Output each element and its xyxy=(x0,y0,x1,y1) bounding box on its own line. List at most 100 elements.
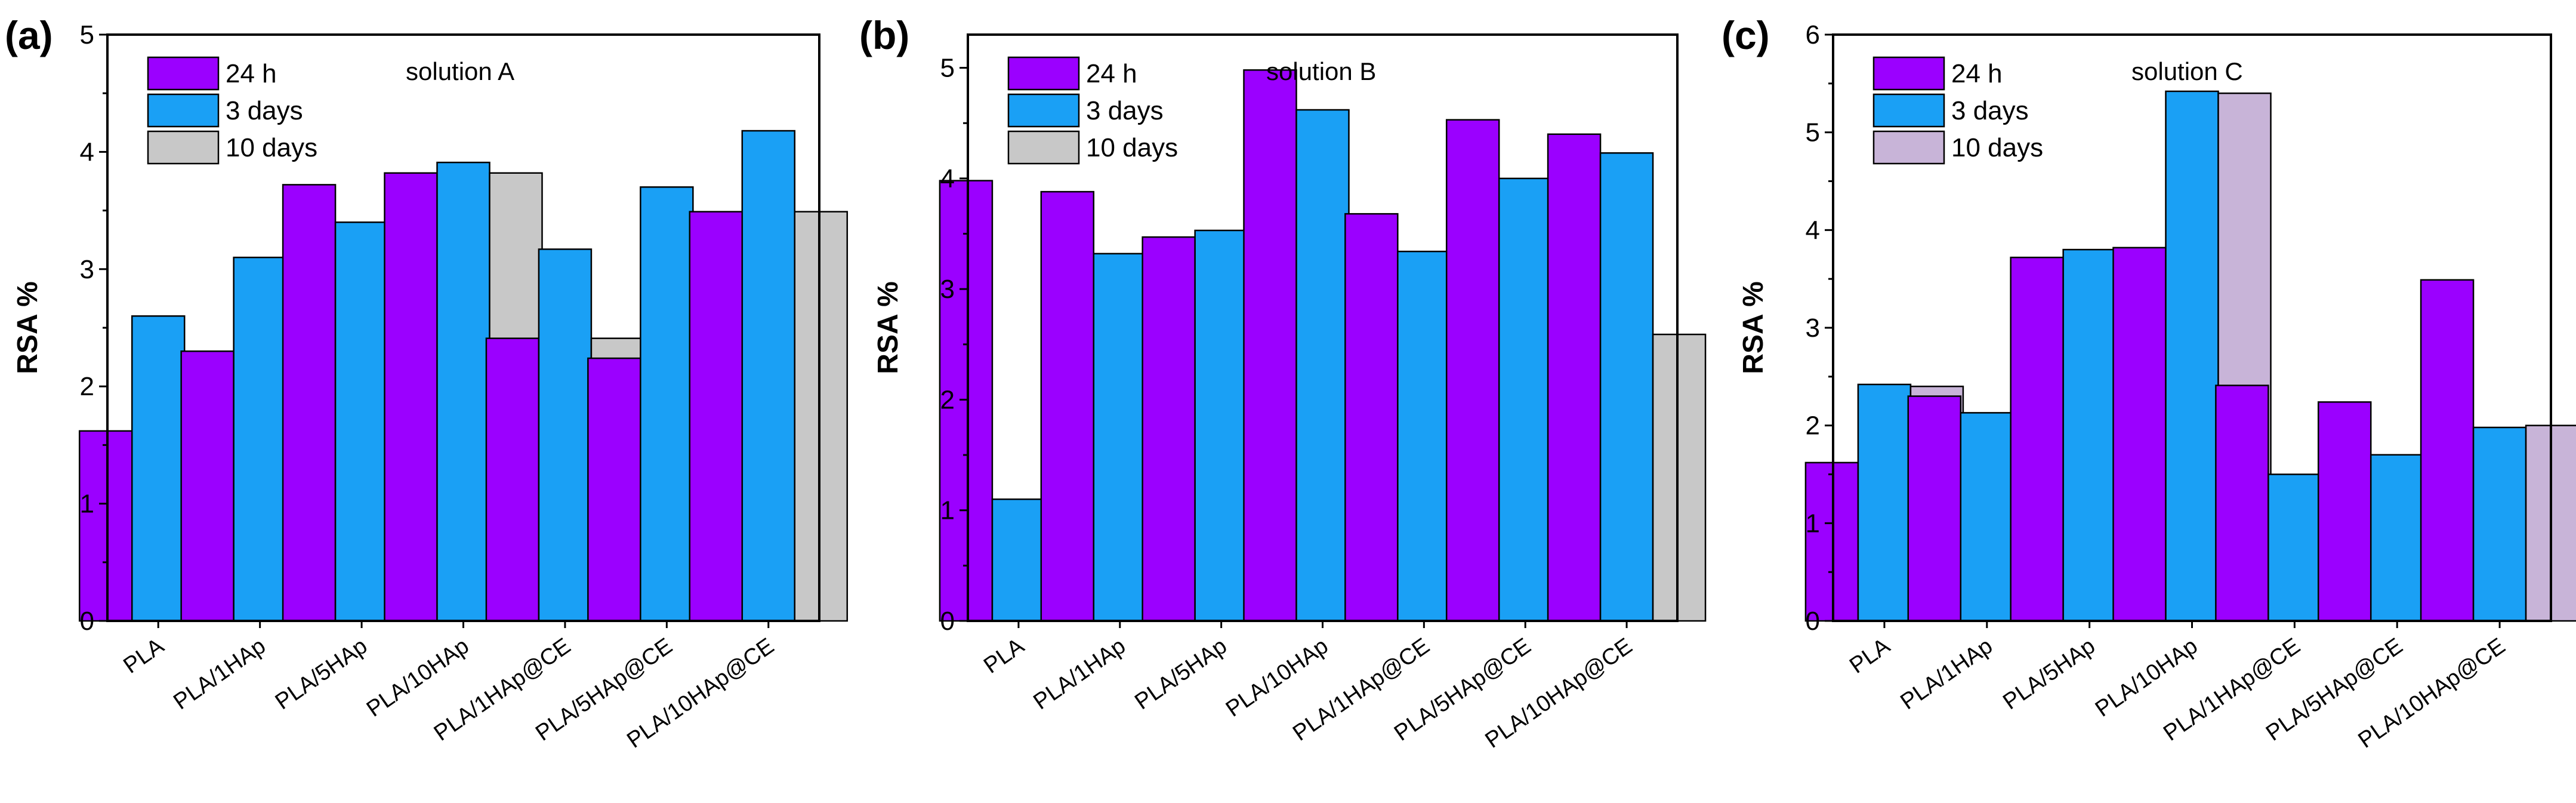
chart-panel-0: (a)RSA %PLA PLA/1HAp PLA/5HApPLA/10HApPLA/… xyxy=(5,13,849,753)
x-tick-label: PLA/5HAp xyxy=(1130,633,1231,715)
y-tick-label: 1 xyxy=(1806,509,1820,538)
y-tick-label: 6 xyxy=(1806,20,1820,50)
bar-24-h-0 xyxy=(78,430,133,622)
legend-swatch xyxy=(1007,130,1080,165)
panel-label: (b) xyxy=(859,13,909,57)
legend-label: 24 h xyxy=(1086,59,1137,88)
bar-3-days-4 xyxy=(2268,473,2322,622)
legend-swatch xyxy=(1872,130,1945,165)
bar-3-days-1 xyxy=(1960,412,2014,622)
legend-label: 3 days xyxy=(226,96,303,125)
plot-frame xyxy=(106,33,820,622)
bar-3-days-6 xyxy=(741,130,796,622)
x-tick-label: PLA/5HAp xyxy=(271,633,372,715)
bar-24-h-1 xyxy=(180,350,235,622)
y-tick-label: 4 xyxy=(940,164,955,193)
y-tick-label: 1 xyxy=(940,496,955,525)
solution-annotation: solution C xyxy=(2131,57,2243,85)
bar-24-h-4 xyxy=(485,337,540,622)
bar-24-h-3 xyxy=(384,172,438,622)
chart-panel-1: (b)RSA %PLA PLA/1HAp PLA/5HApPLA/10HApPLA/… xyxy=(859,13,1707,753)
y-tick-label: 3 xyxy=(940,275,955,304)
y-tick-label: 0 xyxy=(80,607,94,636)
y-tick-label: 2 xyxy=(940,385,955,414)
legend-swatch xyxy=(1007,56,1080,91)
panel-label: (c) xyxy=(1722,13,1770,57)
bar-24-h-0 xyxy=(939,180,994,622)
panel-label: (a) xyxy=(5,13,53,57)
y-tick-label: 4 xyxy=(1806,216,1820,245)
bar-3-days-0 xyxy=(1857,383,1912,622)
bar-3-days-1 xyxy=(233,256,287,622)
y-tick-label: 2 xyxy=(1806,411,1820,441)
bar-3-days-2 xyxy=(2062,248,2117,622)
bar-24-h-6 xyxy=(2420,279,2475,622)
y-tick-label: 0 xyxy=(940,607,955,636)
y-axis-title: RSA % xyxy=(12,281,44,374)
y-tick-label: 2 xyxy=(80,372,94,401)
bar-24-h-4 xyxy=(1344,213,1399,622)
bar-24-h-6 xyxy=(1547,133,1602,622)
bar-24-h-1 xyxy=(1907,395,1962,622)
bar-3-days-3 xyxy=(2165,90,2219,622)
y-tick-label: 5 xyxy=(1806,118,1820,147)
x-tick-label: PLA xyxy=(1845,633,1895,679)
legend-swatch xyxy=(1872,93,1945,128)
bar-24-h-0 xyxy=(1804,462,1859,622)
y-tick-label: 4 xyxy=(80,137,94,167)
x-tick-label: PLA/1HAp xyxy=(1029,633,1130,715)
bar-3-days-2 xyxy=(334,221,389,622)
y-tick-label: 3 xyxy=(1806,313,1820,343)
bar-24-h-3 xyxy=(2112,247,2167,622)
y-tick-label: 0 xyxy=(1806,607,1820,636)
legend-label: 10 days xyxy=(1951,133,2043,162)
bar-3-days-6 xyxy=(2472,426,2527,622)
bar-24-h-2 xyxy=(282,184,337,622)
bar-24-h-2 xyxy=(1142,236,1196,622)
y-tick-label: 3 xyxy=(80,255,94,284)
legend-label: 10 days xyxy=(1086,133,1178,162)
bar-3-days-5 xyxy=(2370,454,2424,622)
solution-annotation: solution A xyxy=(406,57,514,85)
bar-3-days-3 xyxy=(1295,109,1350,622)
legend-swatch xyxy=(1007,93,1080,128)
plot-frame xyxy=(967,33,1679,622)
plot-frame xyxy=(1832,33,2552,622)
bar-24-h-2 xyxy=(2010,256,2064,622)
y-axis-title: RSA % xyxy=(872,281,904,374)
x-tick-label: PLA/5HAp xyxy=(1998,633,2099,715)
legend-label: 3 days xyxy=(1951,96,2029,125)
bar-10-days-6 xyxy=(794,211,849,622)
y-tick-label: 1 xyxy=(80,490,94,519)
legend-swatch xyxy=(147,93,220,128)
bar-24-h-5 xyxy=(587,357,641,622)
bar-10-days-6 xyxy=(1652,333,1707,622)
x-tick-label: PLA/1HAp xyxy=(1896,633,1997,715)
y-axis-title: RSA % xyxy=(1738,281,1769,374)
bar-3-days-1 xyxy=(1093,253,1147,622)
legend-label: 24 h xyxy=(226,59,277,88)
bar-24-h-3 xyxy=(1243,69,1297,622)
bar-3-days-5 xyxy=(640,186,694,622)
bar-24-h-5 xyxy=(2317,401,2372,622)
bar-3-days-0 xyxy=(131,315,186,622)
y-tick-label: 5 xyxy=(940,54,955,83)
bar-3-days-5 xyxy=(1498,177,1553,622)
x-tick-label: PLA xyxy=(979,633,1029,679)
bar-24-h-5 xyxy=(1445,119,1500,622)
bar-3-days-4 xyxy=(538,248,593,622)
bar-3-days-2 xyxy=(1194,229,1248,622)
bar-24-h-4 xyxy=(2215,384,2269,622)
bar-3-days-0 xyxy=(991,498,1046,622)
solution-annotation: solution B xyxy=(1266,57,1376,85)
bar-3-days-4 xyxy=(1397,250,1451,622)
legend-label: 3 days xyxy=(1086,96,1164,125)
legend-label: 24 h xyxy=(1951,59,2003,88)
x-tick-label: PLA/1HAp xyxy=(169,633,270,715)
chart-panel-2: (c)RSA %PLA PLA/1HAp PLA/5HApPLA/10HApPLA/… xyxy=(1722,13,2576,753)
y-tick-label: 5 xyxy=(80,20,94,50)
legend-swatch xyxy=(147,56,220,91)
bar-3-days-6 xyxy=(1599,152,1654,622)
bar-3-days-3 xyxy=(436,161,490,622)
